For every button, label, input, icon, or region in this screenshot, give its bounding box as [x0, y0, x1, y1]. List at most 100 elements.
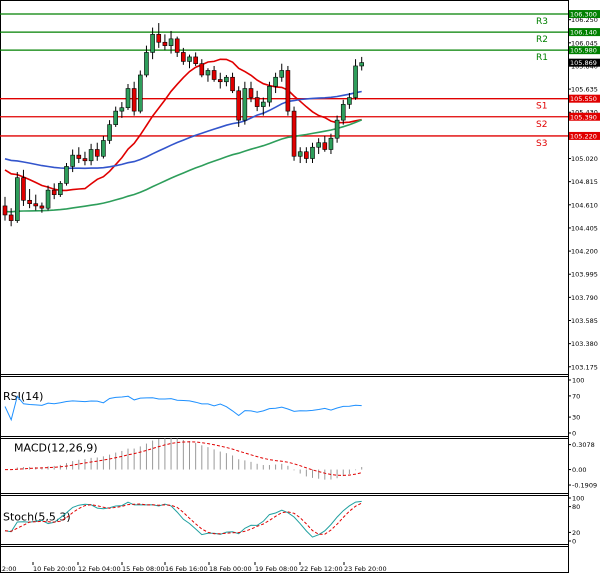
candle-bull — [359, 62, 365, 67]
price-tick-label: 105.430 — [571, 109, 598, 117]
macd-panel: 0.3078 0.00 -0.1909 MACD(12,26,9) — [5, 437, 597, 490]
candle-bear — [236, 90, 241, 121]
rsi-label: RSI(14) — [3, 390, 43, 403]
indicator-tick-label: 20 — [572, 529, 580, 537]
candle-bull — [328, 137, 334, 150]
rsi-panel: 100 70 30 0 RSI(14) — [3, 377, 584, 438]
current-price-label: 105.869 — [570, 59, 597, 67]
level-tag-label: 105.550 — [570, 95, 597, 103]
level-name-s3: S3 — [536, 139, 547, 149]
current-price-tag — [569, 58, 600, 67]
candle-bear — [82, 158, 88, 162]
price-axis: 106.250106.045105.840105.635105.430105.2… — [568, 16, 598, 371]
stoch-d-line — [4, 502, 362, 535]
price-tick-label: 103.380 — [571, 340, 598, 348]
support-resistance-levels: R3 R2 R1 S1 S2 S3 — [0, 13, 568, 149]
panel-frames — [0, 0, 569, 573]
candle-bull — [205, 70, 211, 76]
time-tick-label: 18 Feb 00:00 — [209, 565, 252, 573]
candle-bull — [260, 101, 266, 107]
time-tick-label: 12 Feb 04:00 — [78, 565, 121, 573]
candle-bull — [242, 88, 248, 121]
candle-bull — [347, 97, 352, 105]
level-tag-label: 106.140 — [570, 29, 597, 37]
candle-bear — [193, 56, 198, 64]
indicator-tick-label: 0 — [572, 538, 576, 546]
level-tag-label: 106.300 — [570, 11, 597, 19]
candle-bull — [119, 107, 125, 112]
level-name-s1: S1 — [536, 102, 547, 112]
indicator-tick-label: 80 — [572, 503, 580, 511]
candle-bear — [199, 63, 205, 76]
time-tick-label: 16 Feb 16:00 — [165, 565, 208, 573]
candle-bull — [297, 151, 303, 157]
candle-bear — [76, 154, 82, 159]
price-tick-label: 105.020 — [571, 155, 598, 163]
candle-bull — [125, 88, 131, 109]
candle-bull — [273, 76, 278, 87]
level-tag-bg — [569, 131, 600, 140]
candle-bull — [45, 189, 51, 209]
level-tag-bg — [569, 28, 600, 37]
indicator-tick-label: 100 — [572, 495, 584, 503]
price-tick-label: 106.045 — [571, 39, 598, 47]
candle-bull — [88, 149, 94, 162]
price-tick-label: 106.250 — [571, 16, 598, 24]
indicator-tick-label: 0 — [572, 430, 576, 438]
indicator-tick-label: 30 — [572, 414, 580, 422]
candle-bull — [64, 166, 69, 184]
candle-bear — [181, 52, 186, 62]
candle-bear — [162, 41, 168, 46]
candle-bull — [70, 154, 75, 167]
candle-bull — [279, 70, 285, 78]
price-tick-label: 103.175 — [571, 363, 598, 371]
time-tick-label: 22 Feb 12:00 — [300, 565, 343, 573]
candle-bear — [217, 79, 223, 83]
price-tick-label: 105.635 — [571, 86, 598, 94]
candle-bear — [285, 70, 291, 112]
candle-bear — [27, 199, 32, 204]
candle-bear — [2, 205, 8, 216]
candle-bull — [224, 76, 229, 83]
candle-bull — [310, 146, 315, 159]
level-tag-bg — [569, 46, 600, 55]
candle-bear — [8, 214, 14, 221]
candle-bull — [340, 104, 346, 121]
candle-bear — [21, 177, 26, 201]
level-tag-label: 105.220 — [570, 132, 597, 140]
price-tick-label: 103.995 — [571, 271, 598, 279]
time-tick-label: 15 Feb 08:00 — [122, 565, 165, 573]
indicator-tick-label: 0.3078 — [572, 441, 595, 449]
price-tick-label: 104.405 — [571, 224, 598, 232]
indicator-tick-label: -0.1909 — [572, 482, 597, 490]
price-tick-label: 104.815 — [571, 178, 598, 186]
candle-bear — [51, 189, 57, 195]
candle-bear — [33, 203, 39, 207]
macd-label: MACD(12,26,9) — [14, 442, 98, 455]
candle-bear — [322, 142, 328, 150]
time-tick-label: 19 Feb 08:00 — [255, 565, 298, 573]
candle-bull — [113, 110, 118, 125]
outer-frame — [0, 0, 569, 573]
indicator-tick-label: 70 — [572, 392, 580, 400]
candle-bull — [58, 183, 63, 195]
candle-bull — [267, 85, 272, 103]
candle-bear — [131, 88, 137, 112]
candle-bear — [94, 149, 100, 157]
level-tag-label: 105.390 — [570, 113, 597, 121]
time-tick-label: 10 Feb 20:00 — [33, 565, 76, 573]
stoch-label: Stoch(5,5,3) — [3, 510, 71, 523]
indicator-tick-label: 0.00 — [572, 466, 586, 474]
price-tick-label: 104.200 — [571, 248, 598, 256]
candle-bear — [291, 110, 297, 157]
candle-bear — [254, 97, 260, 107]
candle-bull — [138, 74, 143, 112]
candle-bull — [15, 177, 20, 221]
candle-bear — [156, 34, 162, 43]
level-name-r3: R3 — [536, 17, 548, 27]
candle-bull — [150, 34, 155, 53]
candle-bear — [211, 70, 217, 80]
price-tick-label: 103.585 — [571, 317, 598, 325]
